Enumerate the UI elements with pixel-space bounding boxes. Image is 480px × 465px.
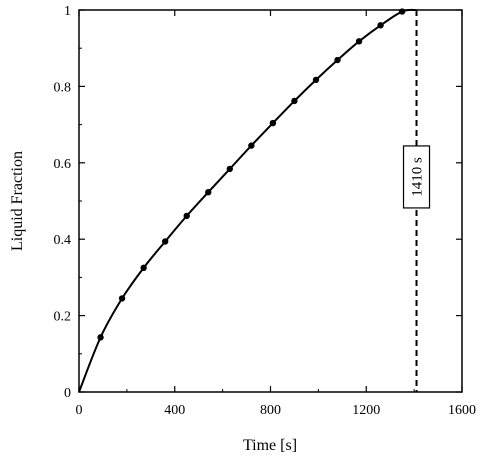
y-tick-label: 0.2 — [54, 310, 72, 325]
data-point — [161, 238, 169, 245]
data-point — [205, 189, 212, 196]
data-point — [118, 295, 126, 302]
data-point — [291, 97, 298, 105]
data-point — [226, 165, 234, 173]
x-tick-label: 400 — [164, 403, 185, 418]
x-tick-label: 1600 — [448, 403, 476, 418]
x-axis-ticks: 0 400 800 1200 1600 — [76, 10, 476, 418]
data-point — [334, 56, 341, 64]
data-point — [140, 264, 147, 272]
liquid-fraction-line — [78, 8, 417, 393]
y-tick-label: 0.6 — [54, 157, 72, 172]
y-tick-label: 0.8 — [54, 80, 72, 95]
x-axis-title: Time [s] — [243, 437, 297, 454]
data-point — [248, 142, 255, 149]
y-tick-label: 0 — [64, 386, 71, 401]
y-tick-label: 1 — [64, 4, 71, 19]
data-point — [355, 38, 363, 45]
data-point — [269, 119, 277, 127]
x-tick-label: 0 — [76, 403, 83, 418]
y-tick-label: 0.4 — [54, 233, 72, 248]
data-point — [183, 212, 190, 220]
threshold-label-box — [402, 145, 431, 209]
x-tick-label: 800 — [260, 403, 281, 418]
data-point — [312, 76, 320, 84]
y-axis-title: Liquid Fraction — [9, 151, 26, 251]
y-axis-ticks: 0 0.2 0.4 0.6 0.8 1 — [54, 4, 462, 401]
data-point — [377, 22, 384, 29]
data-point — [97, 334, 104, 341]
threshold-label: 1410 s — [410, 157, 426, 197]
x-tick-label: 1200 — [352, 403, 380, 418]
